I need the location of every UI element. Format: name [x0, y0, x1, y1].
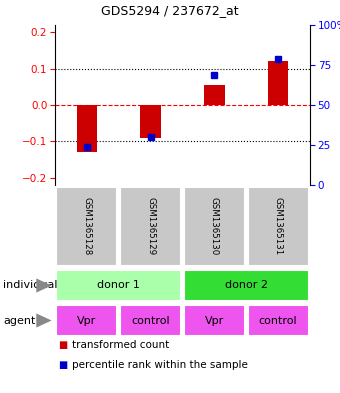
Text: GSM1365130: GSM1365130 [210, 197, 219, 255]
Text: donor 1: donor 1 [97, 281, 140, 290]
Text: donor 2: donor 2 [225, 281, 268, 290]
Text: GDS5294 / 237672_at: GDS5294 / 237672_at [101, 4, 239, 18]
Text: control: control [259, 316, 298, 325]
Bar [140, 105, 161, 138]
Text: GSM1365131: GSM1365131 [274, 197, 283, 255]
Bar [268, 61, 288, 105]
Text: GSM1365129: GSM1365129 [146, 197, 155, 255]
Text: ■: ■ [58, 340, 68, 350]
Bar [77, 105, 97, 152]
Text: Vpr: Vpr [205, 316, 224, 325]
Text: control: control [131, 316, 170, 325]
Text: ■: ■ [58, 360, 68, 370]
Text: percentile rank within the sample: percentile rank within the sample [72, 360, 248, 370]
Bar [204, 85, 225, 105]
Text: GSM1365128: GSM1365128 [82, 197, 91, 255]
Text: individual: individual [3, 281, 58, 290]
Text: agent: agent [3, 316, 36, 325]
Text: Vpr: Vpr [77, 316, 97, 325]
Text: transformed count: transformed count [72, 340, 169, 350]
